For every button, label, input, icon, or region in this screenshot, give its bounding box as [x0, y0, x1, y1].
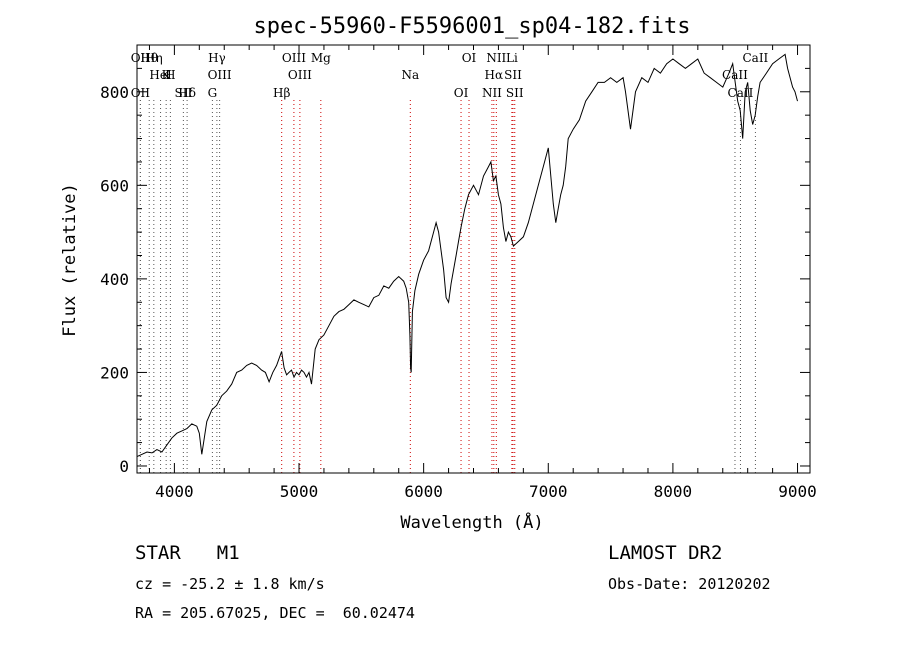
redshift-label: cz = -25.2 ± 1.8 km/s — [135, 575, 325, 593]
x-axis-ticks: 4000 5000 6000 7000 8000 9000 — [148, 45, 817, 501]
spectral-line-labels: HθKHδOIIHeISIIHγOIIIOIIHηHGOIIIOIIIHβMgN… — [131, 51, 769, 100]
line-label-hei: HeI — [149, 68, 172, 82]
y-axis-ticks: 0 200 400 600 800 — [100, 44, 810, 476]
spectral-line-markers — [139, 100, 756, 473]
coords-label: RA = 205.67025, DEC = 60.02474 — [135, 604, 415, 622]
line-label-caii: CaII — [742, 51, 768, 65]
line-label-na: Na — [401, 68, 419, 82]
object-class: STAR M1 — [135, 542, 240, 564]
obs-date-label: Obs-Date: 20120202 — [608, 575, 771, 593]
x-tick-label: 4000 — [155, 482, 194, 501]
line-label-oi: OI — [462, 51, 477, 65]
x-tick-label: 6000 — [404, 482, 443, 501]
line-label-k: K — [162, 68, 172, 82]
line-label-oii: OII — [131, 51, 151, 65]
class-label: STAR — [135, 542, 181, 564]
y-axis-label: Flux (relative) — [60, 183, 80, 337]
y-tick-label: 600 — [100, 176, 129, 195]
subclass-label: M1 — [216, 542, 240, 564]
line-label-oi: OI — [454, 86, 469, 100]
line-label-caii: CaII — [728, 86, 754, 100]
line-label-hη: Hη — [145, 51, 163, 65]
line-label-oiii: OIII — [282, 51, 306, 65]
line-label-caii: CaII — [722, 68, 748, 82]
spectrum-series-line — [136, 53, 798, 458]
line-label-mg: Mg — [311, 51, 331, 65]
line-label-h: H — [165, 68, 175, 82]
chart-title: spec-55960-F5596001_sp04-182.fits — [253, 14, 690, 39]
line-label-hβ: Hβ — [273, 86, 290, 100]
line-label-hθ: Hθ — [140, 51, 158, 65]
y-tick-label: 200 — [100, 363, 129, 382]
line-label-g: G — [208, 86, 218, 100]
line-label-hα: Hα — [485, 68, 504, 82]
x-tick-label: 8000 — [654, 482, 693, 501]
x-axis-label: Wavelength (Å) — [400, 511, 543, 533]
line-label-nii: NII — [486, 51, 506, 65]
line-label-nii: NII — [482, 86, 502, 100]
line-label-sii: SII — [175, 86, 193, 100]
x-tick-label: 9000 — [778, 482, 817, 501]
plot-frame — [136, 44, 811, 474]
line-label-li: Li — [506, 51, 518, 65]
x-tick-label: 7000 — [529, 482, 568, 501]
y-tick-label: 0 — [119, 457, 129, 476]
y-tick-label: 800 — [100, 83, 129, 102]
line-label-oiii: OIII — [288, 68, 312, 82]
line-label-oiii: OIII — [208, 68, 232, 82]
line-label-sii: SII — [504, 68, 522, 82]
line-label-hδ: Hδ — [178, 86, 196, 100]
line-label-hγ: Hγ — [208, 51, 226, 65]
line-label-sii: SII — [506, 86, 524, 100]
line-label-oii: OII — [131, 86, 151, 100]
x-tick-label: 5000 — [280, 482, 319, 501]
survey-label: LAMOST DR2 — [608, 542, 723, 564]
y-tick-label: 400 — [100, 270, 129, 289]
